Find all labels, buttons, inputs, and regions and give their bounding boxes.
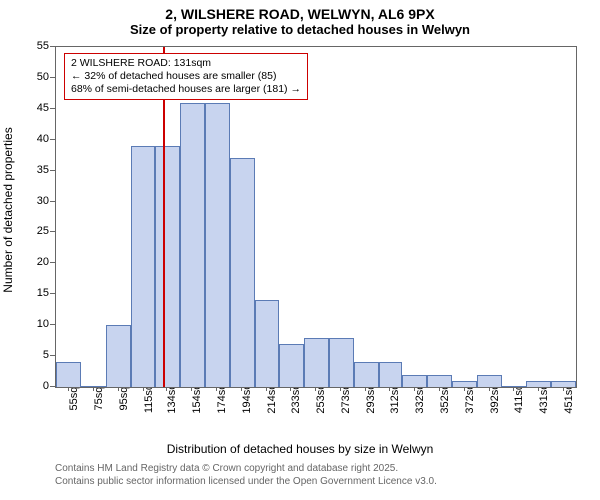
- histogram-bar: [329, 338, 354, 387]
- histogram-bar: [452, 381, 477, 387]
- histogram-bar: [477, 375, 502, 387]
- histogram-bar: [81, 386, 106, 387]
- annotation-box: 2 WILSHERE ROAD: 131sqm ← 32% of detache…: [64, 53, 308, 100]
- y-tick-label: 5: [0, 349, 49, 361]
- x-axis-label: Distribution of detached houses by size …: [0, 442, 600, 456]
- y-tick-label: 10: [0, 318, 49, 330]
- histogram-bar: [279, 344, 304, 387]
- histogram-bar: [155, 146, 180, 387]
- y-tick-label: 20: [0, 256, 49, 268]
- histogram-bar: [230, 158, 255, 387]
- histogram-bar: [205, 103, 230, 387]
- y-tick-label: 15: [0, 287, 49, 299]
- histogram-bar: [56, 362, 81, 387]
- histogram-bar: [354, 362, 379, 387]
- plot-area: 2 WILSHERE ROAD: 131sqm ← 32% of detache…: [55, 46, 577, 388]
- footer-line2: Contains public sector information licen…: [55, 475, 437, 488]
- histogram-bar: [551, 381, 576, 387]
- histogram-bar: [180, 103, 205, 387]
- y-tick-label: 55: [0, 40, 49, 52]
- histogram-bar: [526, 381, 551, 387]
- footer-line1: Contains HM Land Registry data © Crown c…: [55, 462, 437, 475]
- annotation-line1: 2 WILSHERE ROAD: 131sqm: [71, 57, 301, 70]
- y-tick-label: 45: [0, 102, 49, 114]
- chart-title: 2, WILSHERE ROAD, WELWYN, AL6 9PX: [0, 0, 600, 22]
- y-tick-label: 35: [0, 164, 49, 176]
- y-tick-label: 50: [0, 71, 49, 83]
- annotation-line2: ← 32% of detached houses are smaller (85…: [71, 70, 301, 83]
- histogram-bar: [402, 375, 427, 387]
- histogram-bar: [106, 325, 131, 387]
- histogram-bar: [304, 338, 329, 387]
- histogram-bar: [131, 146, 155, 387]
- chart-footer: Contains HM Land Registry data © Crown c…: [55, 462, 437, 488]
- chart-subtitle: Size of property relative to detached ho…: [0, 22, 600, 41]
- y-tick-label: 30: [0, 195, 49, 207]
- y-tick-label: 25: [0, 225, 49, 237]
- histogram-bar: [502, 386, 526, 387]
- chart-container: 2, WILSHERE ROAD, WELWYN, AL6 9PX Size o…: [0, 0, 600, 500]
- y-tick-label: 40: [0, 133, 49, 145]
- y-tick-label: 0: [0, 380, 49, 392]
- histogram-bar: [379, 362, 403, 387]
- annotation-line3: 68% of semi-detached houses are larger (…: [71, 83, 301, 96]
- histogram-bar: [255, 300, 279, 387]
- histogram-bar: [427, 375, 452, 387]
